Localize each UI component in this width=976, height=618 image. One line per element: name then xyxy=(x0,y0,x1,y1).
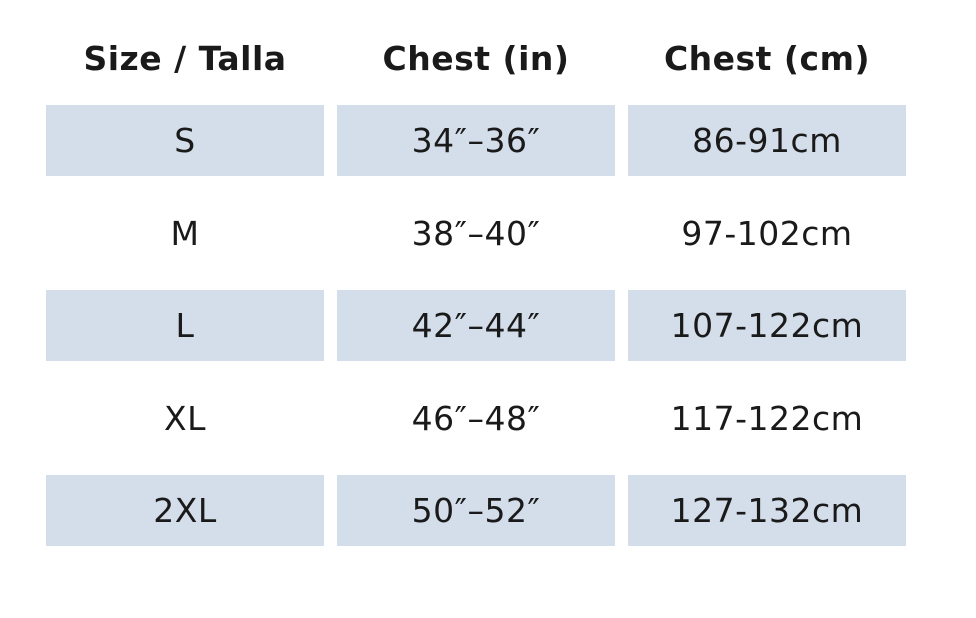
table-cell: XL xyxy=(164,398,206,438)
table-cell: 34″–36″ xyxy=(337,105,615,176)
table-cell: M xyxy=(170,213,200,253)
table-cell: 46″–48″ xyxy=(411,398,541,438)
table-cell: L xyxy=(46,290,324,361)
table-cell: 107-122cm xyxy=(628,290,906,361)
table-cell: 117-122cm xyxy=(670,398,864,438)
table-cell: 2XL xyxy=(46,475,324,546)
table-cell: 97-102cm xyxy=(681,213,853,253)
table-cell: 50″–52″ xyxy=(337,475,615,546)
column-header: Size / Talla xyxy=(83,38,287,78)
table-cell: 38″–40″ xyxy=(411,213,541,253)
column-header: Chest (cm) xyxy=(663,38,871,78)
table-cell: 127-132cm xyxy=(628,475,906,546)
column-header: Chest (in) xyxy=(382,38,570,78)
table-cell: 42″–44″ xyxy=(337,290,615,361)
table-cell: 86-91cm xyxy=(628,105,906,176)
table-cell: S xyxy=(46,105,324,176)
